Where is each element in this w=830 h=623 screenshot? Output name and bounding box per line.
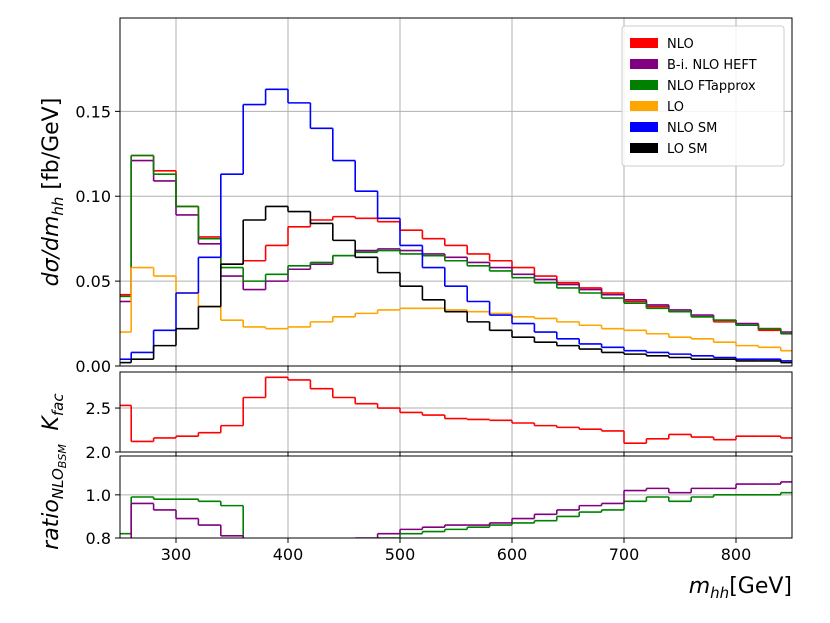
x-tick-label: 800 — [721, 545, 752, 564]
y-tick-label: 0.00 — [75, 357, 111, 376]
legend-label: B-i. NLO HEFT — [667, 58, 757, 73]
legend-label: NLO FTapprox — [667, 79, 756, 94]
y-axis-label: ratioNLOBSM — [39, 444, 69, 550]
legend-swatch — [630, 101, 658, 111]
y-tick-label: 1.0 — [86, 486, 111, 505]
label-sub: hh — [710, 584, 729, 602]
x-tick-label: 700 — [609, 545, 640, 564]
label-main: K — [39, 415, 64, 431]
legend-swatch — [630, 143, 658, 153]
y-tick-label: 0.05 — [75, 272, 111, 291]
series-group — [120, 376, 792, 445]
legend: NLO B-i. NLO HEFT NLO FTapprox LO NLO SM LO S… — [621, 25, 785, 167]
label-sub: NLO — [49, 468, 67, 499]
x-axis-label: mhh[GeV] — [689, 574, 792, 602]
label-main: ratio — [39, 499, 64, 550]
legend-swatch — [630, 38, 658, 48]
legend-swatch — [630, 122, 658, 132]
label-sub: fac — [49, 393, 67, 416]
legend-label: LO — [667, 100, 684, 115]
y-axis-label: dσ/dmhh [fb/GeV] — [39, 98, 67, 287]
panel: 0.00 0.05 0.10 0.15 dσ/dmhh [fb/GeV] NLO B-i. … — [39, 17, 793, 376]
label-main: m — [689, 574, 710, 599]
y-tick-label: 0.10 — [75, 187, 111, 206]
label-unit: [GeV] — [729, 574, 792, 599]
x-tick-label: 400 — [273, 545, 304, 564]
y-tick-label: 0.8 — [86, 529, 111, 548]
panel: 2.0 2.5 Kfac — [39, 371, 793, 462]
x-tick-label: 500 — [385, 545, 416, 564]
legend-label: NLO SM — [667, 121, 717, 136]
plot-frame — [119, 371, 793, 453]
plot-frame — [119, 455, 793, 539]
x-tick-label: 300 — [161, 545, 192, 564]
label-sub: hh — [49, 197, 67, 216]
legend-label: NLO — [667, 37, 694, 52]
legend-label: LO SM — [667, 142, 708, 157]
legend-box — [621, 25, 785, 167]
y-tick-label: 2.0 — [86, 443, 111, 462]
label-unit: [fb/GeV] — [39, 98, 64, 197]
y-tick-label: 2.5 — [86, 399, 111, 418]
panel: 300 400 500 600 700 800 0.8 1.0 ratioNLOBSM mhh[G… — [39, 444, 793, 602]
y-tick-label: 0.15 — [75, 102, 111, 121]
label-main: dσ/dm — [39, 216, 64, 287]
label-subsub: BSM — [56, 444, 69, 469]
y-axis-label: Kfac — [39, 393, 67, 431]
legend-swatch — [630, 80, 658, 90]
series-group — [120, 88, 792, 364]
x-tick-label: 600 — [497, 545, 528, 564]
plot-frame — [119, 17, 793, 367]
legend-swatch — [630, 59, 658, 69]
series-group — [120, 481, 792, 538]
